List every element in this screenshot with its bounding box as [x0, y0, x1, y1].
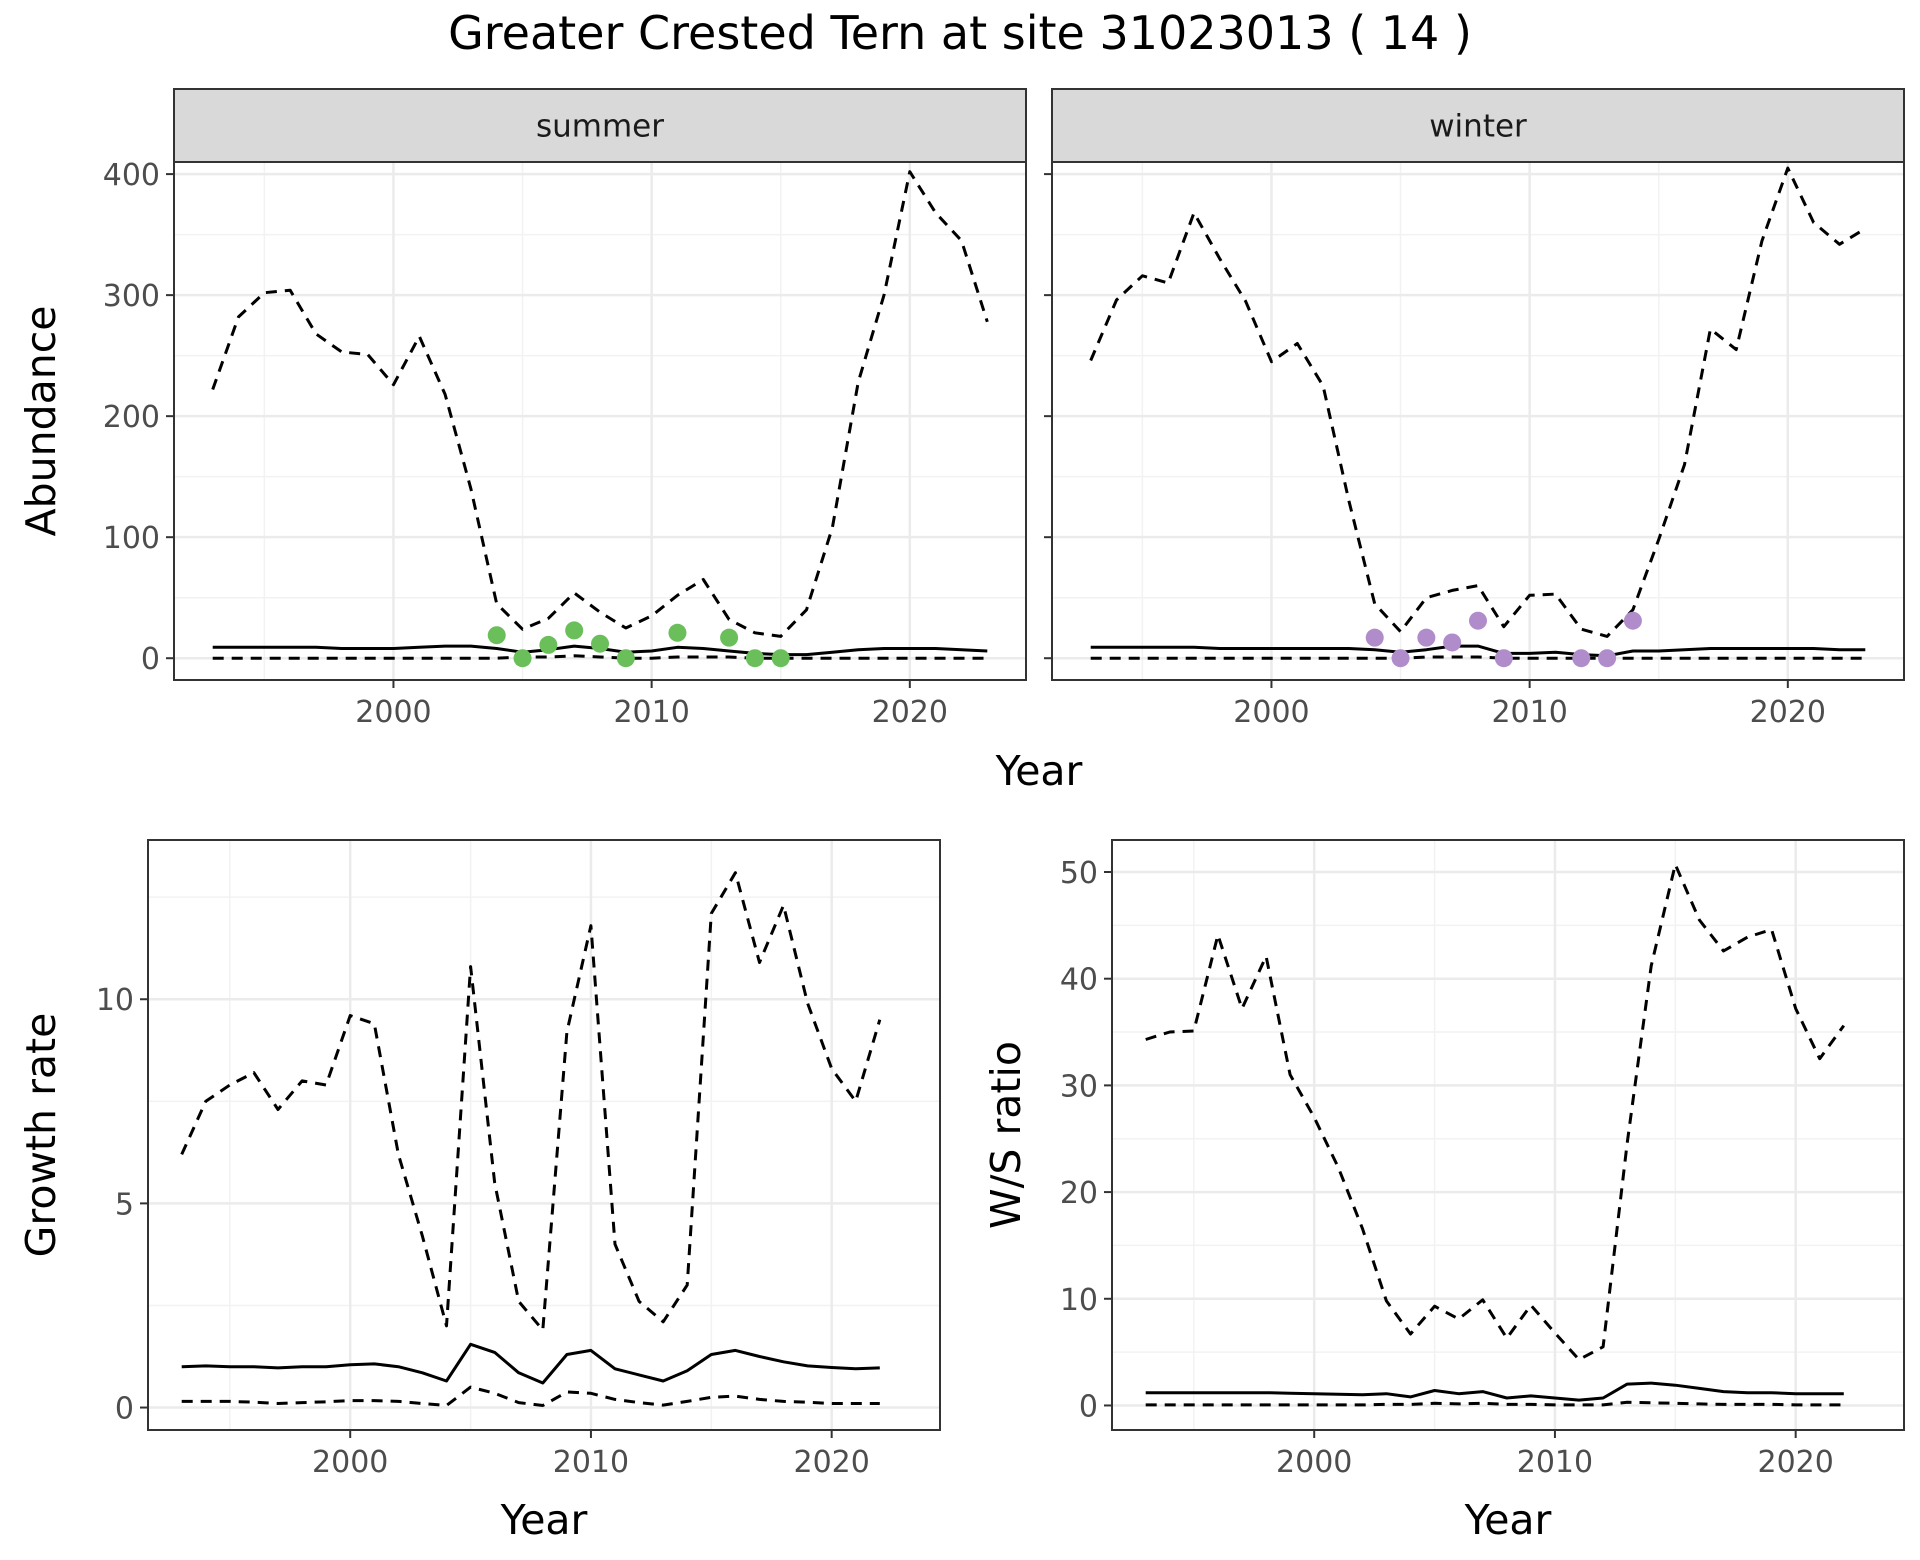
- facet-strip: [173, 88, 1027, 163]
- observed-point: [1365, 628, 1384, 647]
- panel-border: [173, 161, 1027, 681]
- y-tick-label: 0: [115, 1392, 134, 1427]
- series-median-line: [181, 1342, 880, 1385]
- panel-border: [1051, 161, 1905, 681]
- observed-point: [1623, 611, 1642, 630]
- x-tick-label: 2020: [793, 1445, 869, 1480]
- observed-point: [745, 649, 764, 668]
- observed-point: [591, 634, 609, 653]
- panel-border: [1111, 839, 1905, 1431]
- y-tick-label: 0: [1079, 1389, 1098, 1424]
- series-median-line: [1145, 1381, 1844, 1402]
- y-tick-label: 0: [141, 642, 160, 677]
- y-tick-label: 400: [103, 158, 160, 193]
- y-tick-label: 100: [103, 521, 160, 556]
- y-tick-label: 50: [1060, 856, 1098, 891]
- series-lower-line: [1090, 655, 1866, 660]
- panel-growth: [140, 839, 941, 1438]
- series-lower-line: [181, 1385, 880, 1407]
- x-tick-label: 2000: [1233, 695, 1309, 730]
- observed-point: [513, 649, 532, 668]
- x-tick-label: 2000: [1276, 1445, 1352, 1480]
- observed-point: [1443, 633, 1462, 652]
- facet-label-winter: winter: [1429, 109, 1527, 145]
- facet-strip: [1051, 88, 1905, 163]
- observed-point: [771, 649, 790, 668]
- observed-point: [487, 626, 506, 645]
- x-tick-label: 2010: [613, 695, 689, 730]
- y-tick-label: 20: [1060, 1176, 1098, 1211]
- y-tick-label: 10: [1060, 1283, 1098, 1318]
- y-tick-label: 5: [115, 1187, 134, 1222]
- y-axis-title-growth: Growth rate: [17, 1013, 65, 1258]
- facet-label-summer: summer: [536, 109, 664, 145]
- x-tick-label: 2000: [355, 695, 431, 730]
- observed-point: [1391, 649, 1410, 668]
- observed-point: [668, 623, 687, 642]
- panel-ratio: [1104, 839, 1905, 1438]
- observed-point: [720, 628, 739, 647]
- observed-point: [1469, 611, 1487, 630]
- panel-winter: [1044, 88, 1905, 688]
- observed-point: [539, 635, 558, 654]
- x-axis-title-ratio: Year: [1464, 1496, 1552, 1544]
- chart-title: Greater Crested Tern at site 31023013 ( …: [448, 6, 1472, 60]
- y-axis-title-ratio: W/S ratio: [982, 1041, 1030, 1229]
- y-tick-label: 300: [103, 279, 160, 314]
- observed-point: [1417, 628, 1436, 647]
- series-upper-line: [211, 170, 989, 638]
- x-tick-label: 2020: [1757, 1445, 1833, 1480]
- observed-point: [1494, 649, 1513, 668]
- y-tick-label: 40: [1060, 963, 1098, 998]
- observed-point: [1572, 649, 1591, 668]
- series-upper-line: [1089, 166, 1867, 638]
- x-tick-label: 2010: [1517, 1445, 1593, 1480]
- y-tick-label: 200: [103, 400, 160, 435]
- x-tick-label: 2000: [312, 1445, 388, 1480]
- x-tick-label: 2020: [872, 695, 948, 730]
- series-upper-line: [1145, 863, 1846, 1362]
- series-median-line: [1090, 644, 1866, 658]
- panel-border: [147, 839, 941, 1431]
- x-tick-label: 2020: [1750, 695, 1826, 730]
- series-lower-line: [1145, 1400, 1844, 1407]
- y-tick-label: 30: [1060, 1069, 1098, 1104]
- x-axis-title-abundance: Year: [995, 747, 1083, 795]
- series-lower-line: [212, 654, 988, 660]
- y-tick-label: 10: [96, 983, 134, 1018]
- observed-point: [565, 621, 584, 640]
- panel-summer: [166, 88, 1027, 688]
- x-tick-label: 2010: [553, 1445, 629, 1480]
- observed-point: [616, 649, 635, 668]
- observed-point: [1598, 649, 1617, 668]
- x-axis-title-growth: Year: [500, 1496, 588, 1544]
- x-tick-label: 2010: [1491, 695, 1567, 730]
- y-axis-title-abundance: Abundance: [17, 306, 65, 537]
